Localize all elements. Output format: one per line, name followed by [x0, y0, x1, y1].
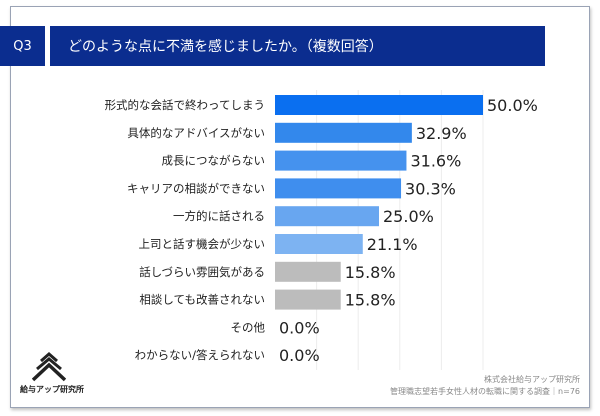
category-label: 具体的なアドバイスがない [127, 126, 265, 140]
question-number: Q3 [0, 26, 45, 66]
bar [275, 261, 341, 282]
bar [275, 206, 379, 227]
value-label: 30.3% [405, 179, 456, 198]
value-label: 31.6% [410, 152, 461, 171]
category-label: わからない/答えられない [135, 348, 265, 362]
bar [275, 234, 363, 254]
question-title: どのような点に不満を感じましたか。（複数回答） [50, 26, 545, 66]
footer-survey: 管理職志望若手女性人材の転職に関する調査｜n=76 [390, 387, 580, 396]
value-label: 15.8% [345, 263, 396, 282]
value-label: 25.0% [383, 207, 434, 226]
value-label: 32.9% [416, 124, 467, 143]
category-label: キャリアの相談ができない [127, 181, 265, 195]
value-label: 21.1% [367, 235, 418, 254]
bar [275, 178, 402, 199]
bar [275, 95, 483, 115]
category-label: 上司と話す機会が少ない [139, 237, 266, 251]
category-label: 一方的に話される [173, 209, 265, 223]
logo-icon [32, 352, 66, 382]
bar [275, 122, 412, 143]
category-label: 成長につながらない [162, 154, 266, 168]
footer-company: 株式会社給与アップ研究所 [484, 375, 580, 384]
category-label: その他 [231, 320, 266, 334]
bar [275, 150, 407, 171]
category-label: 話しづらい雰囲気がある [139, 265, 265, 279]
logo-text: 給与アップ研究所 [20, 385, 84, 394]
value-label: 15.8% [345, 291, 396, 310]
category-label: 形式的な会話で終わってしまう [105, 98, 265, 112]
category-label: 相談しても改善されない [139, 293, 265, 307]
value-label: 0.0% [279, 318, 320, 337]
value-label: 0.0% [279, 346, 320, 365]
value-label: 50.0% [487, 96, 538, 115]
bar [275, 289, 341, 310]
